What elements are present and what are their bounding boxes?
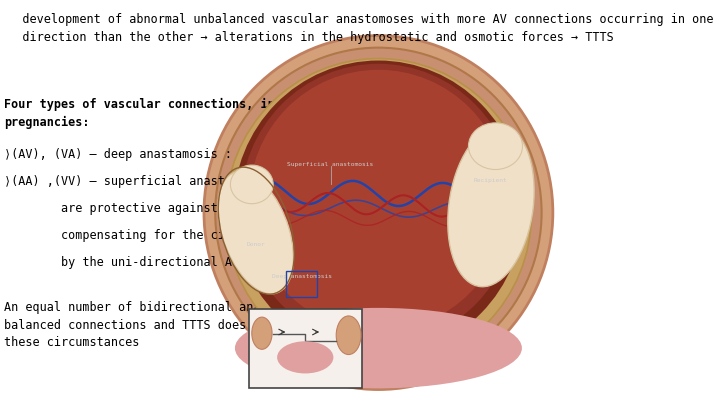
Text: ⟩(AV), (VA) – deep anastamosis : unidirectional flow: ⟩(AV), (VA) – deep anastamosis : unidire… <box>4 148 374 161</box>
Text: Recipient: Recipient <box>474 178 508 183</box>
Text: ⟩(AA) ,(VV) – superficial anastamosis : bidirectional flow: ⟩(AA) ,(VV) – superficial anastamosis : … <box>4 175 418 188</box>
Ellipse shape <box>215 48 541 377</box>
Ellipse shape <box>233 60 523 356</box>
Ellipse shape <box>252 317 272 349</box>
Text: An equal number of bidirectional anastomoses results in
balanced connections and: An equal number of bidirectional anastom… <box>4 301 396 349</box>
Ellipse shape <box>225 58 531 369</box>
Text: development of abnormal unbalanced vascular anastomoses with more AV connections: development of abnormal unbalanced vascu… <box>1 13 714 45</box>
Text: compensating for the circulatory imbalance caused: compensating for the circulatory imbalan… <box>4 229 410 242</box>
FancyBboxPatch shape <box>249 309 361 388</box>
Ellipse shape <box>204 36 553 390</box>
Text: are protective against the development of TTTS, by: are protective against the development o… <box>4 202 418 215</box>
Text: Four types of vascular connections, in monochorionic
pregnancies:: Four types of vascular connections, in m… <box>4 98 374 129</box>
Ellipse shape <box>469 123 523 170</box>
Ellipse shape <box>218 171 294 294</box>
Text: Superficial anastomosis: Superficial anastomosis <box>287 162 374 167</box>
Ellipse shape <box>448 126 534 287</box>
Ellipse shape <box>240 64 516 345</box>
Ellipse shape <box>277 341 333 373</box>
Ellipse shape <box>249 70 508 331</box>
Text: by the uni-directional AV anastomoses: by the uni-directional AV anastomoses <box>4 256 325 269</box>
Ellipse shape <box>336 316 361 354</box>
Ellipse shape <box>235 308 522 388</box>
Text: Donor: Donor <box>246 242 265 247</box>
Text: Deep anastomosis: Deep anastomosis <box>272 275 333 279</box>
Ellipse shape <box>230 165 273 204</box>
